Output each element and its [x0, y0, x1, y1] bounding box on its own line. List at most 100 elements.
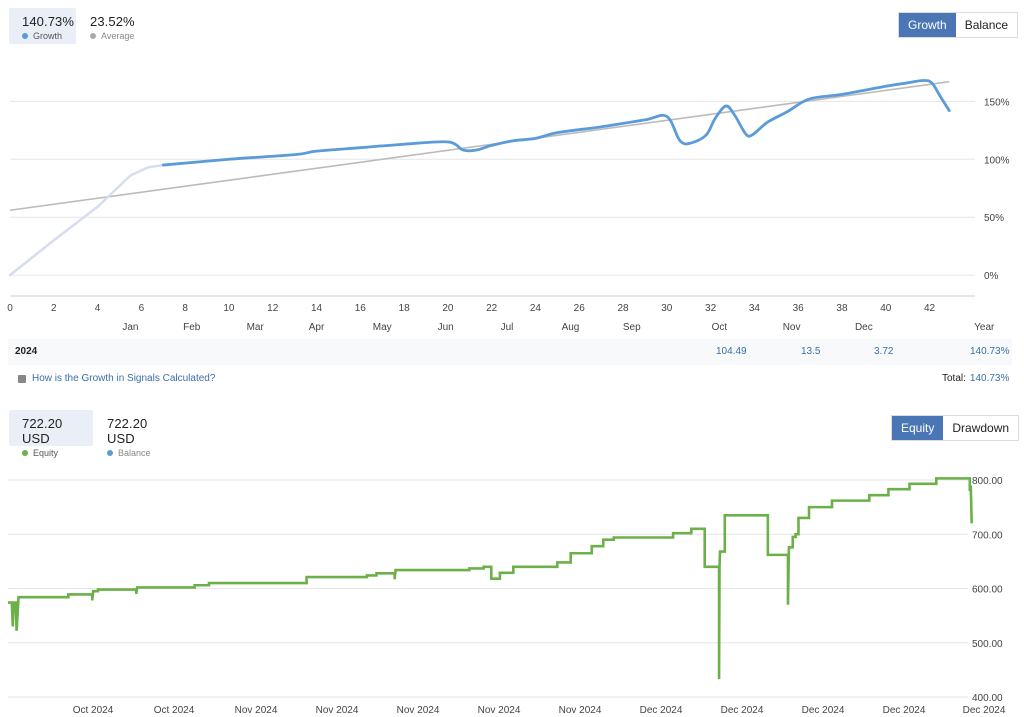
growth-stat[interactable]: 140.73% Growth: [9, 8, 76, 44]
growth-month-label: Jun: [438, 322, 454, 333]
help-icon: [18, 374, 26, 383]
growth-gridlines: [10, 100, 975, 297]
growth-x-tick: 10: [223, 303, 235, 314]
equity-x-tick: Nov 2024: [478, 705, 521, 716]
equity-series: [8, 477, 973, 680]
growth-line: [161, 79, 951, 167]
growth-toggle-button[interactable]: Growth: [899, 13, 956, 37]
growth-month-label: Jan: [122, 322, 138, 333]
growth-month-label: May: [373, 322, 392, 333]
growth-label: Growth: [33, 31, 63, 41]
growth-x-tick: 20: [442, 303, 454, 314]
equity-x-tick: Dec 2024: [802, 705, 845, 716]
growth-x-tick: 38: [836, 303, 848, 314]
growth-series: [8, 79, 951, 277]
help-link-text[interactable]: How is the Growth in Signals Calculated?: [32, 373, 216, 384]
balance-label: Balance: [118, 448, 151, 458]
growth-y-tick: 0%: [984, 271, 999, 282]
equity-line: [8, 477, 973, 680]
growth-y-tick: 50%: [984, 213, 1004, 224]
summary-dec: 3.72: [874, 346, 894, 357]
growth-y-tick: 150%: [984, 97, 1010, 108]
equity-y-axis: 400.00 500.00 600.00 700.00 800.00: [972, 476, 1003, 704]
equity-x-tick: Nov 2024: [559, 705, 602, 716]
growth-x-tick: 6: [139, 303, 145, 314]
balance-dot: [107, 450, 113, 456]
growth-x-tick: 0: [7, 303, 13, 314]
equity-x-tick: Nov 2024: [397, 705, 440, 716]
summary-nov: 13.5: [801, 346, 821, 357]
growth-month-axis: Jan Feb Mar Apr May Jun Jul Aug Sep Oct Nov Dec Year: [122, 322, 995, 333]
equity-x-tick: Dec 2024: [963, 705, 1006, 716]
equity-y-tick: 800.00: [972, 476, 1003, 487]
balance-toggle-button[interactable]: Balance: [964, 18, 1009, 32]
average-stat[interactable]: 23.52% Average: [76, 8, 156, 44]
growth-month-label: Oct: [712, 322, 728, 333]
growth-month-label: Apr: [309, 322, 325, 333]
total-label: Total:: [942, 373, 966, 384]
balance-stat[interactable]: 722.20 USD Balance: [93, 410, 177, 458]
growth-x-tick: 26: [574, 303, 586, 314]
growth-x-tick: 40: [880, 303, 892, 314]
growth-chart: 0%50%100%150% 0 2 4 6 8 10 12 14 16 18 20 22 24 26 28 3…: [7, 79, 1010, 333]
growth-line-pre: [8, 163, 165, 277]
growth-x-tick: 12: [267, 303, 279, 314]
equity-gridlines: [8, 479, 968, 698]
growth-x-tick: 36: [793, 303, 805, 314]
growth-month-label: Feb: [183, 322, 201, 333]
growth-x-tick: 28: [617, 303, 629, 314]
equity-y-tick: 400.00: [972, 693, 1003, 704]
total-value: 140.73%: [969, 373, 1010, 384]
equity-dot: [22, 450, 28, 456]
average-dot: [90, 33, 96, 39]
growth-x-tick: 4: [95, 303, 101, 314]
summary-year: 2024: [15, 346, 38, 357]
balance-value: 722.20 USD: [107, 416, 148, 446]
equity-drawdown-toggle: Equity Drawdown: [891, 415, 1020, 441]
growth-x-tick: 24: [530, 303, 542, 314]
summary-year-total: 140.73%: [970, 346, 1010, 357]
equity-label: Equity: [33, 448, 59, 458]
growth-month-label: Jul: [501, 322, 514, 333]
growth-month-label: Sep: [623, 322, 641, 333]
equity-x-tick: Oct 2024: [154, 705, 195, 716]
growth-y-tick: 100%: [984, 155, 1010, 166]
growth-x-tick: 22: [486, 303, 498, 314]
growth-x-tick: 30: [661, 303, 673, 314]
growth-x-tick: 14: [311, 303, 323, 314]
growth-month-label: Year: [974, 322, 995, 333]
drawdown-toggle-button[interactable]: Drawdown: [952, 421, 1010, 435]
average-label: Average: [101, 31, 135, 41]
average-line: [9, 80, 950, 212]
equity-toggle-button[interactable]: Equity: [892, 416, 944, 440]
growth-x-tick: 18: [399, 303, 411, 314]
equity-x-tick: Nov 2024: [235, 705, 278, 716]
yearly-summary-row: 2024 104.49 13.5 3.72 140.73%: [8, 339, 1012, 365]
growth-x-tick: 32: [705, 303, 717, 314]
growth-month-label: Dec: [855, 322, 873, 333]
total-growth: Total: 140.73%: [942, 373, 1009, 384]
growth-y-axis: 0% 50% 100% 150%: [984, 97, 1010, 282]
growth-month-label: Mar: [247, 322, 265, 333]
growth-balance-toggle: Growth Balance: [898, 12, 1019, 38]
equity-x-tick: Oct 2024: [73, 705, 114, 716]
growth-month-label: Aug: [562, 322, 580, 333]
growth-x-tick: 8: [182, 303, 188, 314]
growth-help-link[interactable]: How is the Growth in Signals Calculated?: [18, 373, 215, 384]
growth-x-tick: 42: [924, 303, 936, 314]
equity-stat[interactable]: 722.20 USD Equity: [9, 410, 93, 458]
equity-y-tick: 500.00: [972, 639, 1003, 650]
growth-x-tick: 16: [355, 303, 367, 314]
equity-x-axis: Oct 2024 Oct 2024 Nov 2024 Nov 2024 Nov 2024…: [73, 705, 1006, 716]
equity-value: 722.20 USD: [22, 416, 63, 446]
equity-x-tick: Dec 2024: [640, 705, 683, 716]
growth-x-axis: 0 2 4 6 8 10 12 14 16 18 20 22 24 26 28 30 32 34 36 38 40 42: [7, 303, 935, 314]
growth-x-tick: 34: [749, 303, 761, 314]
equity-x-tick: Nov 2024: [316, 705, 359, 716]
summary-oct: 104.49: [716, 346, 747, 357]
average-value: 23.52%: [90, 14, 135, 29]
growth-x-tick: 2: [51, 303, 57, 314]
growth-value: 140.73%: [22, 14, 75, 29]
equity-y-tick: 600.00: [972, 585, 1003, 596]
equity-x-tick: Dec 2024: [721, 705, 764, 716]
